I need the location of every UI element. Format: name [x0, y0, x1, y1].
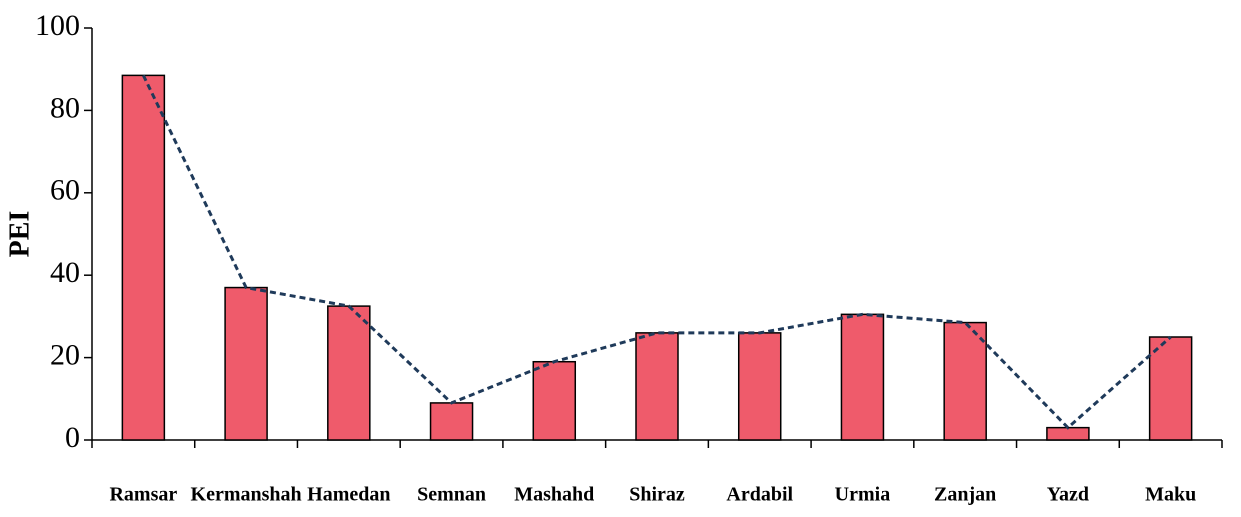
trend-line [142, 74, 1172, 430]
y-tick-label: 80 [50, 91, 80, 124]
bar [121, 74, 166, 441]
y-tick-label: 20 [50, 338, 80, 371]
x-tick-label: Ardabil [726, 484, 793, 506]
x-tick-label: Yazd [1047, 484, 1089, 506]
x-tick-label: Semnan [417, 484, 486, 506]
y-tick-label: 100 [35, 9, 80, 42]
bar [943, 321, 987, 441]
bar [429, 402, 474, 441]
bar [635, 332, 679, 441]
x-tick-label: Shiraz [629, 484, 685, 506]
bar [327, 305, 371, 441]
x-tick-label: Urmia [835, 484, 891, 506]
bar [737, 332, 782, 441]
x-tick-label: Maku [1145, 484, 1196, 506]
bar [224, 286, 268, 441]
x-tick-label: Ramsar [109, 484, 177, 506]
x-tick-label: Mashahd [514, 484, 594, 506]
y-tick-label: 40 [50, 256, 80, 289]
y-tick-label: 0 [65, 421, 80, 454]
x-tick-label: Kermanshah [191, 484, 302, 506]
bar [532, 360, 577, 441]
x-tick-label: Hamedan [307, 484, 390, 506]
x-tick-label: Zanjan [934, 484, 996, 506]
y-tick-label: 60 [50, 174, 80, 207]
bar [1148, 336, 1193, 441]
bar [840, 313, 885, 441]
y-axis-label: PEI [4, 211, 35, 258]
